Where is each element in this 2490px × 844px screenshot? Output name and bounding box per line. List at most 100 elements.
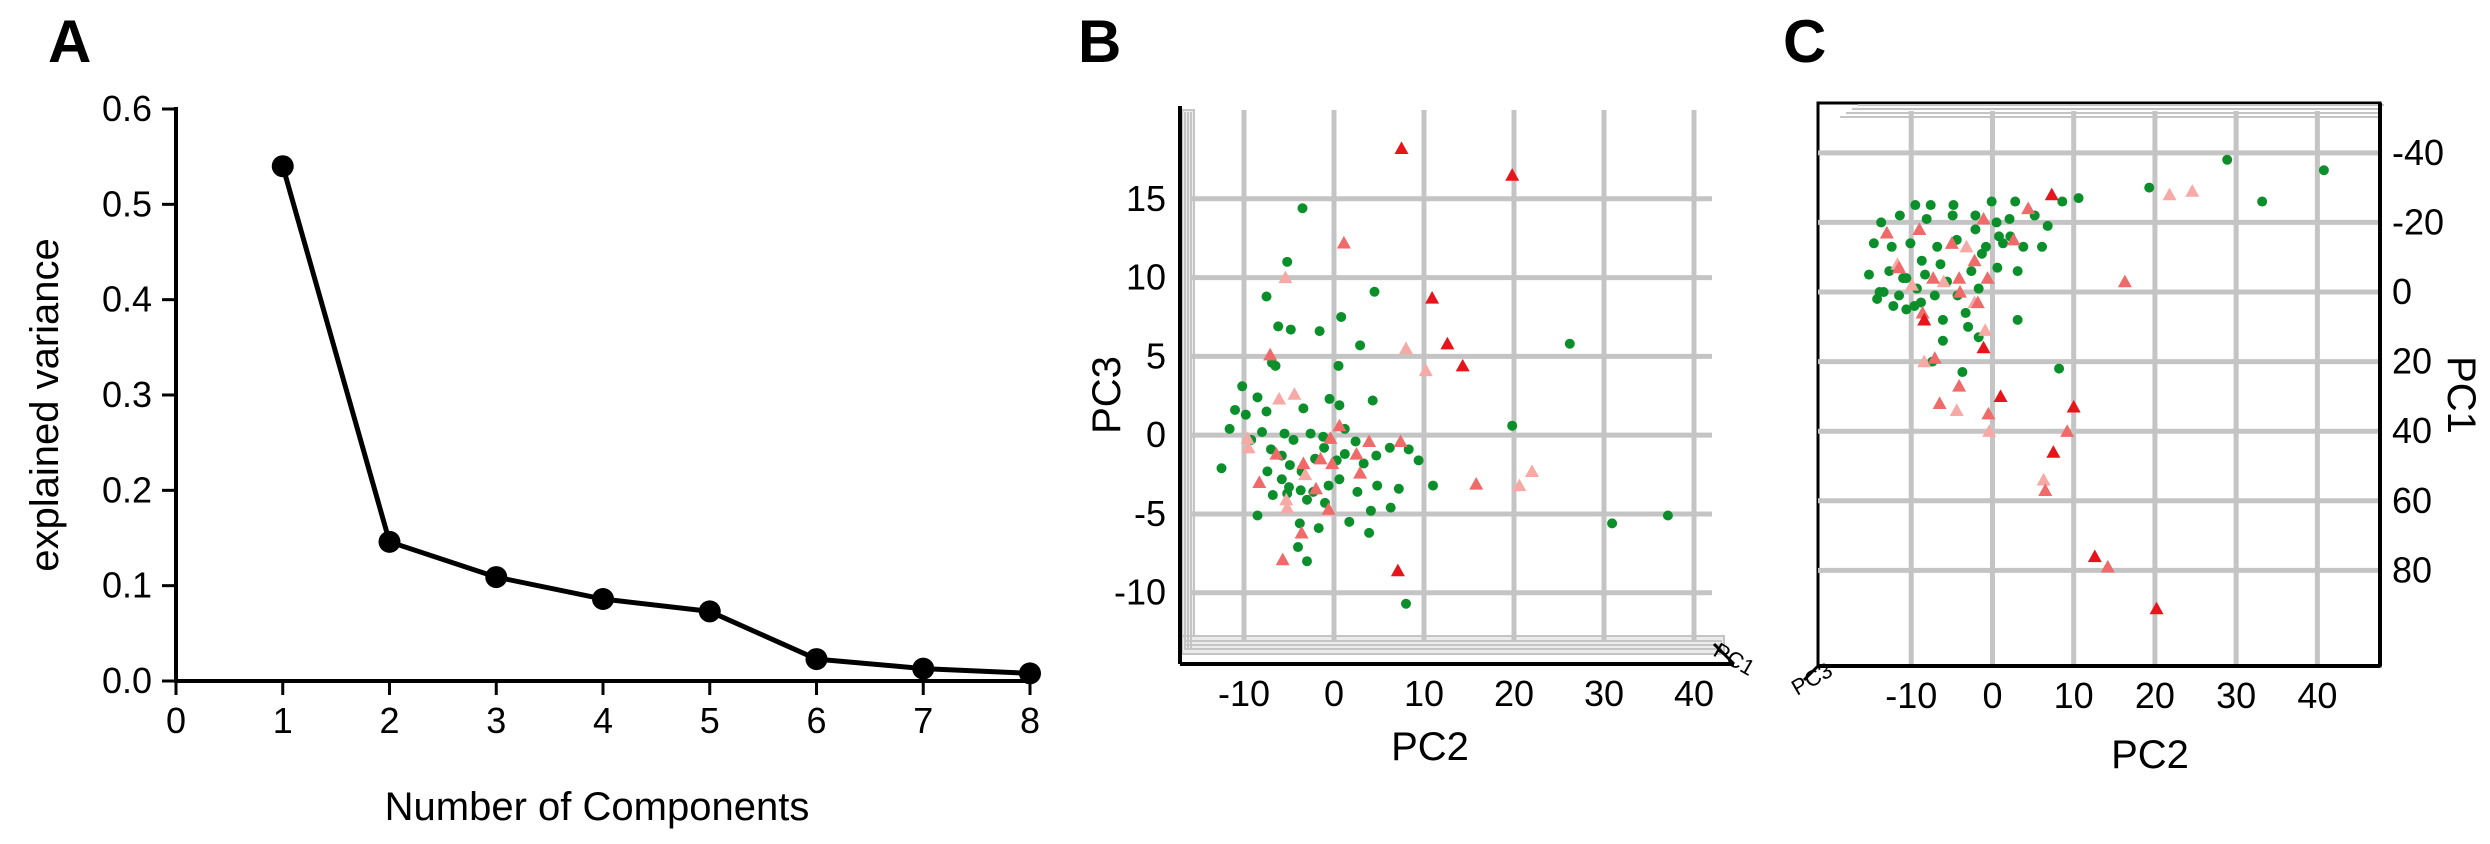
- panel-b-point-green: [1344, 516, 1355, 527]
- panel-b-point-salmon: [1323, 431, 1338, 444]
- panel-b-point-salmon: [1252, 475, 1267, 489]
- panel-b-point-salmon: [1269, 447, 1284, 460]
- panel-c-point-salmon: [1927, 351, 1942, 364]
- panel-a-x-tick-label: 3: [486, 700, 506, 741]
- panel-b-y-tick-label: 15: [1126, 178, 1166, 219]
- panel-c-marks: -10 0 10 20 30 40 -40 -20 0 20 40 60 80: [1802, 101, 2444, 716]
- panel-b-point-green: [1282, 256, 1293, 267]
- panel-a-data-point: [378, 530, 401, 553]
- panel-b-point-green: [1293, 542, 1303, 553]
- panel-a-data-point: [698, 600, 721, 623]
- panel-c-point-green: [1937, 314, 1948, 325]
- panel-c-point-green: [1966, 266, 1977, 277]
- panel-a-y-tick-label: 0.3: [102, 374, 152, 415]
- panel-b-x-tick-label: 20: [1494, 673, 1534, 714]
- panel-b-point-green: [1252, 392, 1263, 403]
- panel-c-point-pink: [1982, 424, 1997, 437]
- panel-c-point-green: [2012, 266, 2023, 277]
- panel-c-point-red: [1917, 312, 1932, 326]
- panel-b-point-green: [1385, 502, 1396, 513]
- panel-c-point-salmon: [1981, 406, 1996, 420]
- panel-c-point-green: [1868, 238, 1879, 249]
- panel-c-point-green: [1937, 335, 1948, 346]
- panel-c-point-green: [1878, 287, 1889, 298]
- panel-c-point-green: [1948, 200, 1959, 211]
- panel-b-point-pink: [1512, 478, 1527, 492]
- panel-c-point-green: [2057, 196, 2068, 207]
- panel-b-point-green: [1336, 311, 1347, 322]
- panel-b-point-salmon: [1275, 552, 1290, 566]
- panel-b-point-salmon: [1309, 481, 1323, 495]
- panel-c-point-pink: [1978, 323, 1993, 336]
- panel-c-point-salmon: [1952, 271, 1967, 284]
- panel-b-point-red: [1425, 291, 1440, 304]
- panel-b-point-green: [1355, 340, 1366, 351]
- panel-c-point-green: [2257, 196, 2268, 207]
- panel-b-point-green: [1364, 527, 1375, 538]
- panel-b-point-green: [1369, 286, 1380, 297]
- panel-c-depth-axis-title: PC3: [1787, 657, 1837, 700]
- panel-c-point-red: [2149, 601, 2164, 615]
- panel-c-y-tick-label: 80: [2392, 549, 2432, 590]
- panel-c-point-green: [2037, 241, 2048, 252]
- panel-a-y-axis-title: explained variance: [23, 238, 67, 572]
- panel-c-point-salmon: [1970, 295, 1985, 309]
- panel-c-point-green: [1929, 290, 1940, 301]
- panel-c-point-salmon: [1967, 253, 1982, 267]
- panel-b-x-tick-label: 10: [1404, 673, 1444, 714]
- panel-c-point-salmon: [2006, 232, 2021, 246]
- panel-c-point-green: [1947, 210, 1958, 221]
- panel-c-x-tick-label: 30: [2216, 675, 2256, 716]
- panel-c-point-salmon: [2060, 424, 2075, 437]
- panel-c-point-green: [1986, 196, 1997, 207]
- panel-b-point-salmon: [1313, 451, 1328, 465]
- panel-b-point-pink: [1272, 391, 1287, 405]
- panel-c-point-salmon: [1944, 236, 1959, 249]
- panel-b-point-green: [1358, 458, 1369, 469]
- panel-b-point-green: [1302, 556, 1312, 567]
- panel-b-point-pink: [1525, 464, 1539, 477]
- panel-b-x-tick-label: 0: [1324, 673, 1344, 714]
- panel-c-y-tick-label: -20: [2392, 201, 2444, 242]
- panel-c-point-green: [1863, 269, 1874, 280]
- panel-c-point-green: [1925, 200, 1936, 211]
- panel-c-point-green: [1970, 210, 1981, 221]
- panel-c-point-green: [1920, 269, 1931, 280]
- panel-a-y-tick-label: 0.1: [102, 565, 152, 606]
- panel-b-point-green: [1324, 393, 1335, 404]
- panel-c-point-salmon: [1952, 378, 1967, 392]
- panel-b-x-tick-label: 30: [1584, 673, 1624, 714]
- panel-c-point-green: [2042, 220, 2053, 231]
- panel-a-x-tick-label: 1: [273, 700, 293, 741]
- panel-b-point-pink: [1241, 440, 1256, 454]
- panel-c-point-pink: [1917, 354, 1932, 368]
- panel-a-x-tick-label: 8: [1020, 700, 1040, 741]
- panel-a-x-tick-label: 7: [913, 700, 933, 741]
- panel-c-point-salmon: [1980, 271, 1995, 284]
- panel-c-point-green: [1976, 248, 1987, 259]
- panel-b-y-axis-title: PC3: [1085, 356, 1129, 434]
- panel-c-point-green: [1960, 307, 1971, 318]
- panel-b-point-green: [1305, 428, 1316, 439]
- panel-b-point-red: [1440, 336, 1455, 350]
- panel-c-point-green: [1872, 293, 1883, 304]
- panel-b-marks: -10 0 10 20 30 40 -10 -5 0 5 10 15: [1114, 106, 1736, 714]
- panel-c-point-green: [1932, 241, 1943, 252]
- panel-c-point-salmon: [1926, 271, 1941, 284]
- panel-b-point-green: [1393, 483, 1404, 494]
- panel-c-point-pink: [1949, 403, 1964, 416]
- panel-b-y-tick-label: 10: [1126, 257, 1166, 298]
- panel-a-x-tick-label: 2: [379, 700, 399, 741]
- panel-c-point-red: [2066, 399, 2081, 413]
- panel-c-point-red: [1993, 389, 2008, 403]
- panel-b-point-green: [1371, 450, 1382, 461]
- panel-c-point-green: [2018, 241, 2029, 252]
- panel-label-b: B: [1078, 8, 1121, 75]
- panel-c-y-tick-label: -40: [2392, 132, 2444, 173]
- panel-c-point-green: [2073, 193, 2084, 204]
- panel-b-point-red: [1455, 358, 1470, 372]
- panel-b-point-salmon: [1296, 456, 1311, 470]
- panel-c-x-tick-label: -10: [1885, 675, 1937, 716]
- panel-b-point-green: [1224, 423, 1235, 434]
- panel-c-point-salmon: [1915, 305, 1930, 319]
